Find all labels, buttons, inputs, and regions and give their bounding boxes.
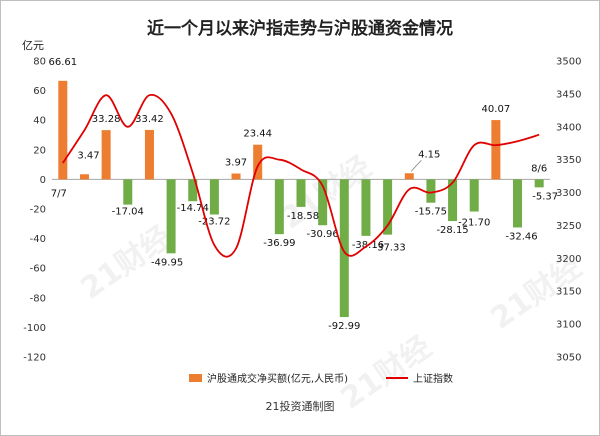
x-start-label: 7/7: [51, 188, 67, 199]
bar-21: [513, 179, 523, 228]
bar-label-4: 33.42: [135, 114, 164, 125]
legend-line-label: 上证指数: [413, 372, 453, 385]
right-tick-label: 3050: [556, 353, 581, 364]
bar-label-15: -37.33: [373, 243, 405, 254]
right-tick-label: 3300: [556, 188, 581, 199]
bar-label-13: -92.99: [328, 321, 360, 332]
right-axis-ticks: 3500 3450 3400 3350 3300 3250 3200 3150 3100 3050: [556, 57, 581, 364]
left-tick-label: 0: [40, 175, 46, 186]
left-tick-label: -40: [30, 234, 46, 245]
left-tick-label: -120: [23, 353, 46, 364]
bar-5: [166, 179, 176, 254]
bar-label-16: 4.15: [418, 149, 440, 160]
legend-bar-swatch: [189, 374, 202, 382]
right-tick-label: 3100: [556, 320, 581, 331]
bar-label-2: 33.28: [92, 114, 121, 125]
left-tick-label: -80: [30, 293, 46, 304]
bar-label-20: 40.07: [482, 104, 511, 115]
bar-3: [123, 179, 133, 205]
footer-credit: 21投资通制图: [266, 399, 335, 413]
legend: 沪股通成交净买额(亿元,人民币) 上证指数: [189, 372, 453, 385]
right-tick-label: 3450: [556, 89, 581, 100]
bar-label-1: 3.47: [77, 150, 99, 161]
index-line-path: [62, 93, 540, 258]
bar-10: [274, 179, 284, 235]
bar-label-0: 66.61: [49, 57, 78, 68]
bar-8: [231, 173, 241, 180]
line-series: [62, 93, 540, 258]
bar-6: [188, 179, 198, 202]
left-tick-label: 60: [33, 86, 46, 97]
bar-18: [448, 179, 458, 222]
left-tick-label: 20: [33, 145, 46, 156]
chart-title: 近一个月以来沪指走势与沪股通资金情况: [147, 18, 453, 39]
bar-label-22: -5.37: [532, 191, 558, 202]
left-tick-label: 80: [33, 57, 46, 68]
bar-label-9: 23.44: [243, 129, 272, 140]
bar-15: [383, 179, 393, 235]
left-axis-unit: 亿元: [22, 39, 44, 52]
right-tick-label: 3400: [556, 122, 581, 133]
right-tick-label: 3500: [556, 57, 581, 68]
bar-20: [491, 120, 501, 180]
bar-label-3: -17.04: [112, 207, 144, 218]
bar-4: [144, 129, 154, 180]
bar-12: [318, 179, 328, 226]
bar-label-8: 3.97: [225, 158, 247, 169]
left-tick-label: -20: [30, 205, 46, 216]
bar-19: [469, 179, 479, 212]
bar-label-11: -18.58: [287, 211, 319, 222]
bar-series: [58, 80, 544, 318]
bar-7: [209, 179, 219, 215]
bar-label-21: -32.46: [505, 231, 537, 242]
right-tick-label: 3200: [556, 254, 581, 265]
legend-bar-label: 沪股通成交净买额(亿元,人民币): [207, 372, 348, 385]
label-leader-line: [410, 159, 422, 172]
bar-label-7: -23.72: [198, 217, 230, 228]
bar-0: [58, 80, 68, 180]
bar-label-5: -49.95: [151, 257, 183, 268]
bar-data-labels: 66.61 3.47 33.28 -17.04 33.42 -49.95 -14.74 -23…: [49, 57, 559, 332]
right-tick-label: 3150: [556, 287, 581, 298]
bar-17: [426, 179, 436, 203]
x-end-label: 8/6: [531, 163, 547, 174]
bar-13: [339, 179, 349, 318]
bar-16: [404, 173, 414, 180]
left-tick-label: -60: [30, 264, 46, 275]
left-tick-label: -100: [23, 323, 46, 334]
bar-22: [534, 179, 544, 188]
bar-11: [296, 179, 306, 207]
bar-1: [79, 174, 89, 180]
bar-label-10: -36.99: [263, 238, 295, 249]
bar-14: [361, 179, 371, 236]
right-tick-label: 3250: [556, 221, 581, 232]
bar-label-6: -14.74: [177, 203, 209, 214]
left-axis-ticks: 80 60 40 20 0 -20 -40 -60 -80 -100 -120: [23, 57, 46, 364]
bar-label-12: -30.96: [307, 229, 339, 240]
bar-2: [101, 130, 111, 180]
bar-label-18: -28.15: [436, 225, 468, 236]
left-tick-label: 40: [33, 116, 46, 127]
right-tick-label: 3350: [556, 155, 581, 166]
bar-label-19: -21.70: [458, 218, 490, 229]
bar-label-17: -15.75: [415, 207, 447, 218]
bar-9: [253, 144, 263, 180]
